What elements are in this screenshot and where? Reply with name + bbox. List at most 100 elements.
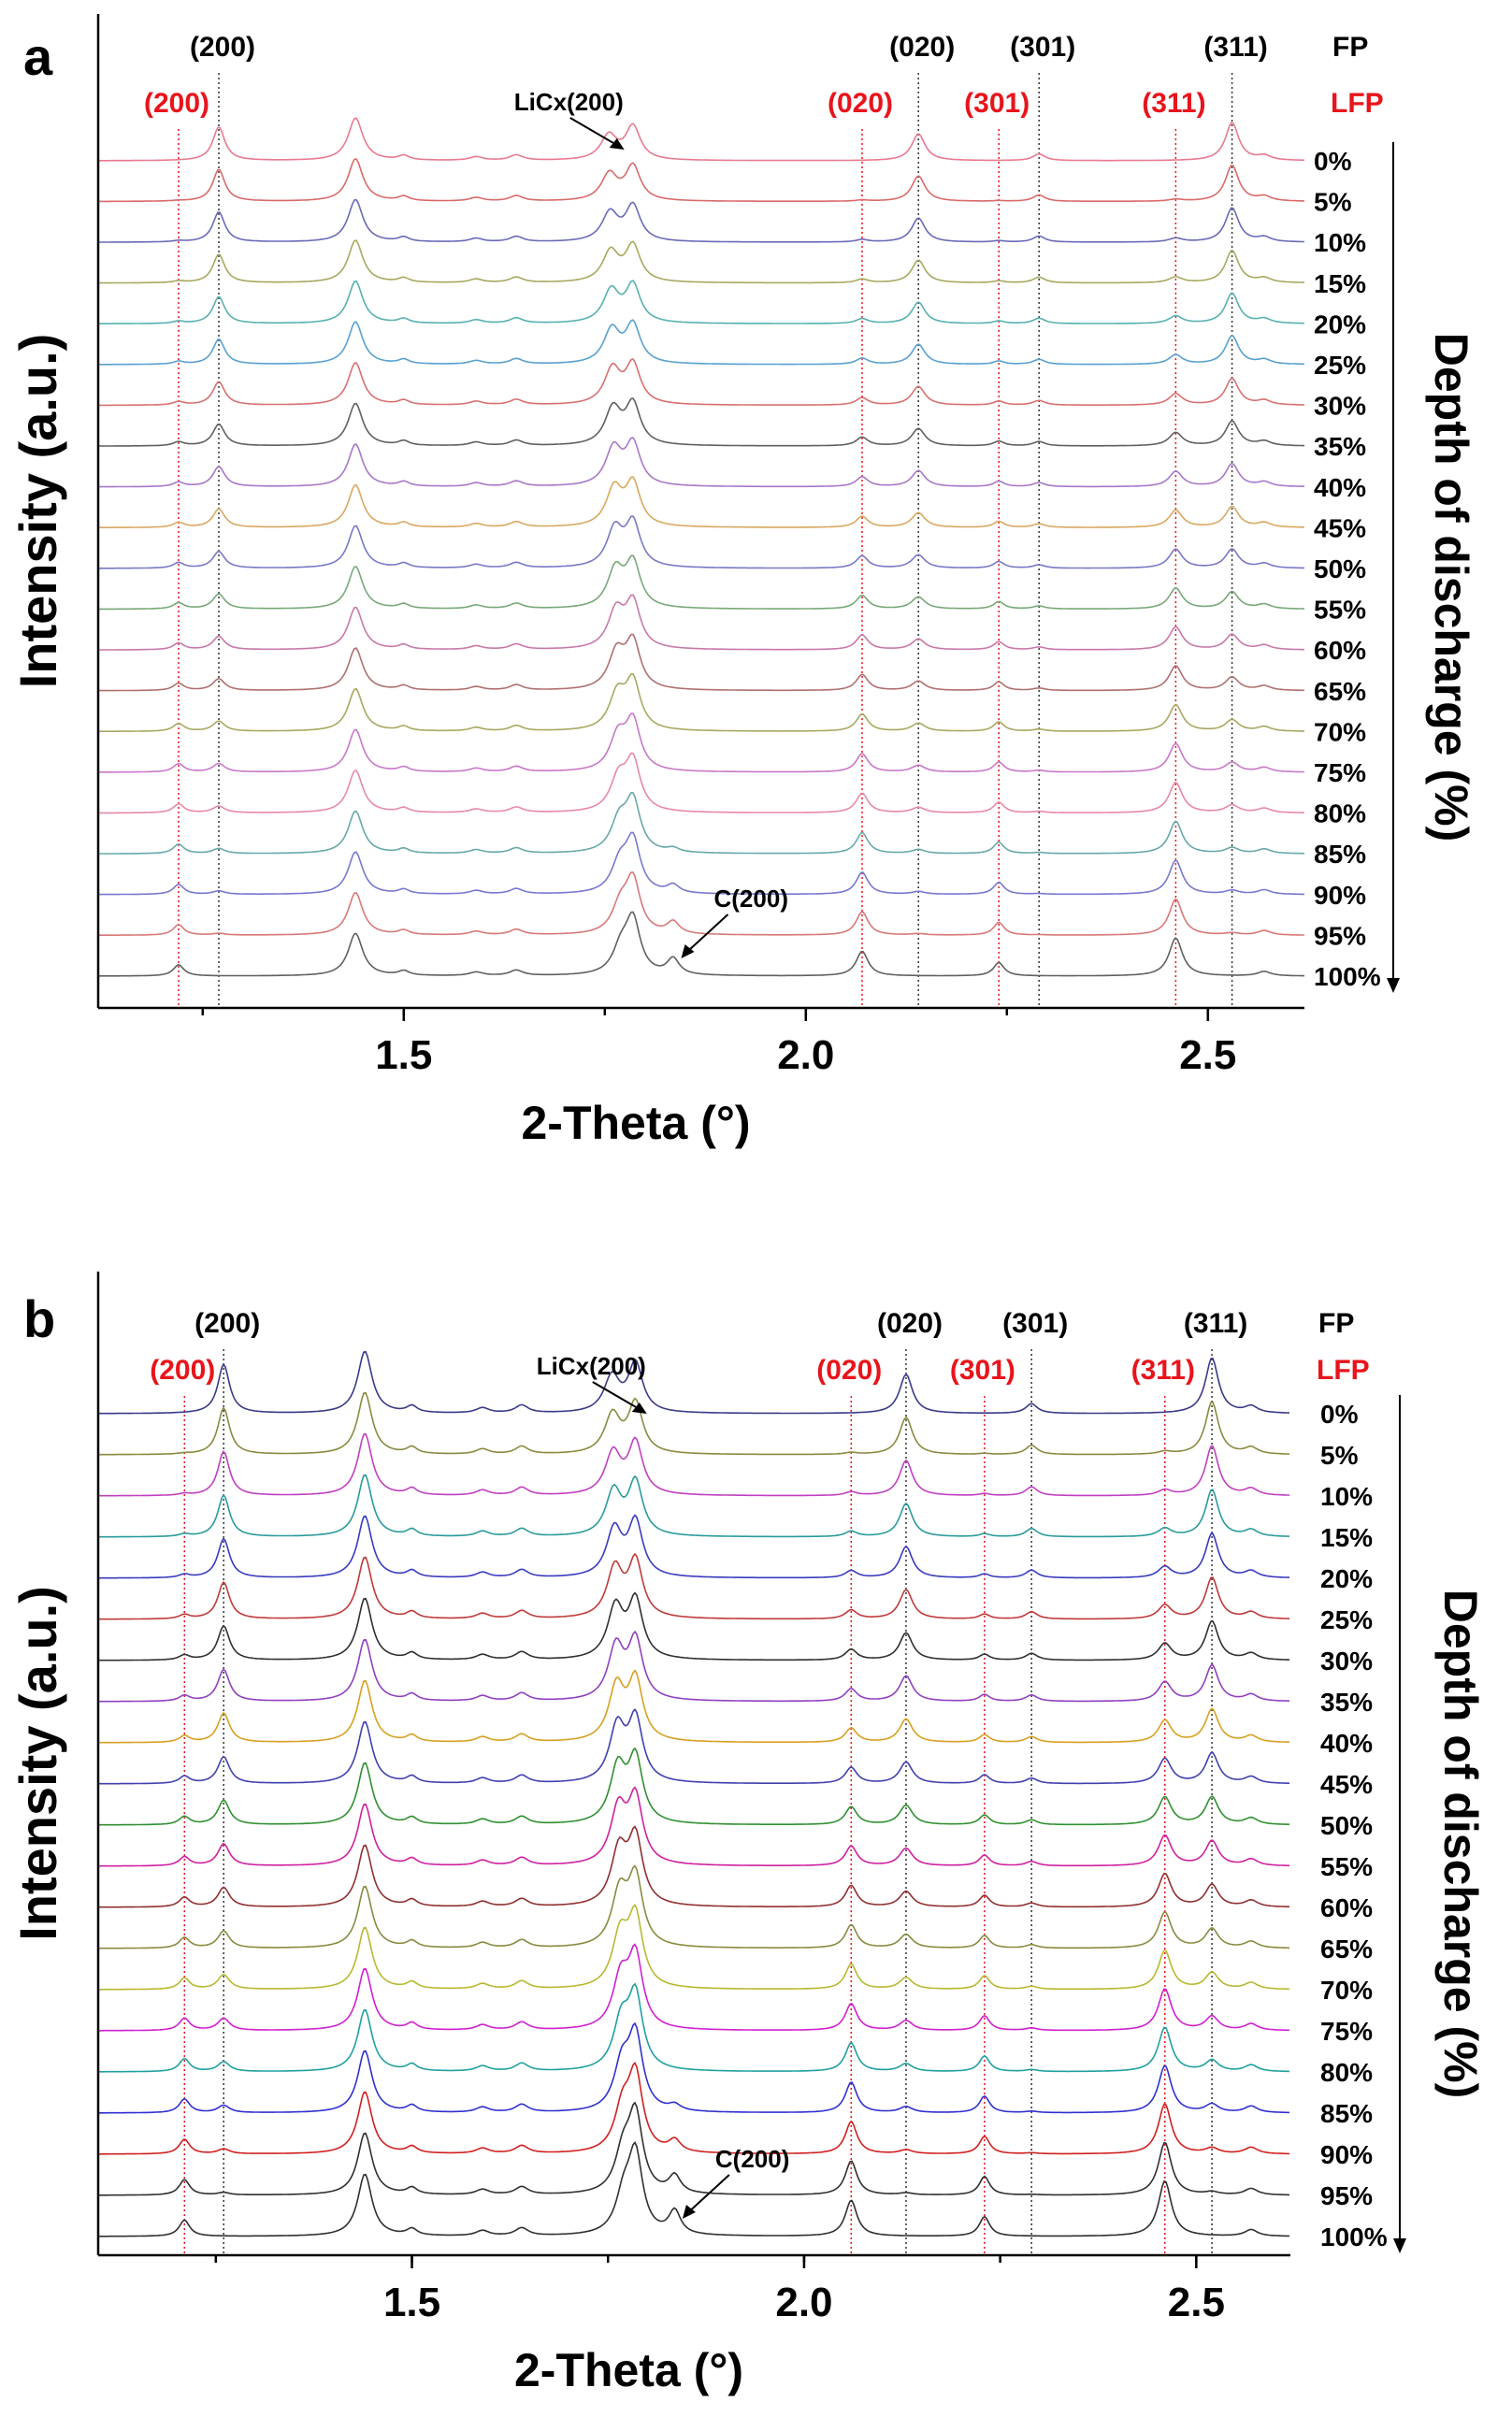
depth-label: 60% <box>1320 1893 1373 1922</box>
xrd-trace <box>98 476 1304 528</box>
depth-label: 30% <box>1314 392 1366 421</box>
x-tick-label: 2.5 <box>1179 1032 1236 1078</box>
depth-label: 5% <box>1320 1441 1359 1470</box>
fp-peak-label: (020) <box>877 1308 943 1339</box>
annotation-arrow <box>684 2174 730 2217</box>
y-axis-label: Intensity (a.u.) <box>8 334 67 689</box>
xrd-trace <box>98 158 1304 203</box>
annotation-arrow <box>592 1381 645 1413</box>
x-axis-label: 2-Theta (°) <box>514 2344 743 2396</box>
xrd-trace <box>98 1552 1290 1620</box>
depth-axis-label: Depth of discharge (%) <box>1434 1590 1487 2098</box>
depth-label: 55% <box>1320 1852 1373 1881</box>
xrd-trace <box>98 1591 1290 1661</box>
xrd-trace <box>98 2061 1289 2155</box>
depth-label: 70% <box>1320 1976 1373 2005</box>
xrd-trace <box>98 1432 1290 1497</box>
depth-label: 5% <box>1314 188 1352 217</box>
depth-label: 20% <box>1320 1564 1373 1593</box>
depth-label: 55% <box>1314 596 1366 625</box>
depth-label: 40% <box>1314 473 1366 502</box>
lfp-peak-label: (020) <box>816 1355 882 1386</box>
x-tick-label: 2.0 <box>777 1032 834 1078</box>
legend-fp: FP <box>1318 1308 1354 1339</box>
depth-label: 15% <box>1314 269 1366 298</box>
xrd-trace <box>98 319 1305 366</box>
xrd-trace <box>98 1350 1290 1415</box>
legend-lfp: LFP <box>1317 1355 1370 1386</box>
lfp-peak-label: (311) <box>1131 1355 1195 1386</box>
depth-label: 90% <box>1314 881 1366 910</box>
depth-label: 85% <box>1314 840 1366 869</box>
xrd-trace <box>98 358 1305 407</box>
annotation-c200: C(200) <box>715 2145 789 2173</box>
depth-label: 65% <box>1320 1935 1373 1964</box>
xrd-trace <box>98 752 1305 814</box>
xrd-trace <box>97 1786 1290 1867</box>
depth-label: 20% <box>1314 309 1366 338</box>
annotation-c200: C(200) <box>714 885 788 913</box>
depth-label: 95% <box>1314 921 1366 950</box>
legend-fp: FP <box>1332 32 1368 63</box>
depth-arrowhead <box>1393 2238 1406 2253</box>
panel-letter: a <box>23 27 53 86</box>
fp-peak-label: (311) <box>1184 1308 1247 1339</box>
annotation-arrowhead <box>681 944 695 958</box>
panel-a: a (200) (020) (301) (311) (200) (020) (301) (311… <box>8 14 1477 1149</box>
x-tick-label: 1.5 <box>375 1032 432 1078</box>
annotation-arrow <box>682 913 729 957</box>
panel-letter: b <box>23 1289 55 1348</box>
annotation-arrowhead <box>631 1402 647 1414</box>
xrd-trace <box>98 1474 1289 1538</box>
lfp-peak-label: (200) <box>144 88 209 119</box>
fp-peak-label: (301) <box>1010 32 1075 63</box>
xrd-trace <box>98 2141 1289 2237</box>
depth-label: 65% <box>1314 677 1366 706</box>
xrd-trace <box>98 831 1304 896</box>
lfp-peak-label: (301) <box>950 1355 1015 1386</box>
depth-label: 30% <box>1320 1647 1373 1676</box>
xrd-trace <box>98 792 1305 855</box>
xrd-trace <box>98 1943 1289 2032</box>
xrd-trace <box>98 871 1304 936</box>
depth-label: 35% <box>1314 432 1366 461</box>
xrd-trace <box>98 515 1304 569</box>
lfp-peak-label: (200) <box>150 1355 215 1386</box>
depth-label: 60% <box>1314 636 1366 665</box>
depth-label: 80% <box>1320 2058 1373 2087</box>
xrd-trace <box>98 1904 1289 1991</box>
fp-peak-label: (311) <box>1203 32 1267 63</box>
xrd-trace <box>98 1630 1290 1703</box>
depth-label: 0% <box>1320 1400 1359 1429</box>
depth-label: 15% <box>1320 1523 1373 1552</box>
annotation-arrow <box>569 117 623 149</box>
y-axis-label: Intensity (a.u.) <box>8 1586 67 1941</box>
x-tick-label: 2.0 <box>775 2280 832 2325</box>
xrd-trace <box>97 1825 1290 1908</box>
xrd-trace <box>98 397 1304 447</box>
fp-peak-label: (020) <box>889 32 955 63</box>
xrd-trace <box>98 1669 1289 1744</box>
xrd-trace <box>98 2101 1289 2196</box>
xrd-trace <box>98 280 1304 324</box>
xrd-trace <box>98 117 1305 162</box>
depth-label: 75% <box>1320 2017 1373 2046</box>
depth-label: 10% <box>1320 1482 1373 1511</box>
lfp-peak-label: (311) <box>1142 88 1205 119</box>
fp-peak-label: (301) <box>1002 1308 1068 1339</box>
depth-label: 80% <box>1314 799 1366 828</box>
xrd-trace <box>98 911 1304 977</box>
annotation-licx: LiCx(200) <box>514 88 624 116</box>
depth-label: 100% <box>1320 2222 1388 2251</box>
xrd-trace <box>98 239 1304 284</box>
panel-b: b(200) (020) (301) (311)(200) (020) (301) (311… <box>8 1272 1487 2396</box>
xrd-trace <box>98 2021 1290 2114</box>
xrd-trace <box>98 712 1304 773</box>
depth-label: 40% <box>1320 1729 1373 1758</box>
depth-label: 50% <box>1314 554 1366 583</box>
depth-label: 90% <box>1320 2140 1373 2169</box>
xrd-trace <box>98 1747 1289 1826</box>
depth-label: 95% <box>1320 2181 1373 2210</box>
xrd-trace <box>98 1707 1289 1785</box>
